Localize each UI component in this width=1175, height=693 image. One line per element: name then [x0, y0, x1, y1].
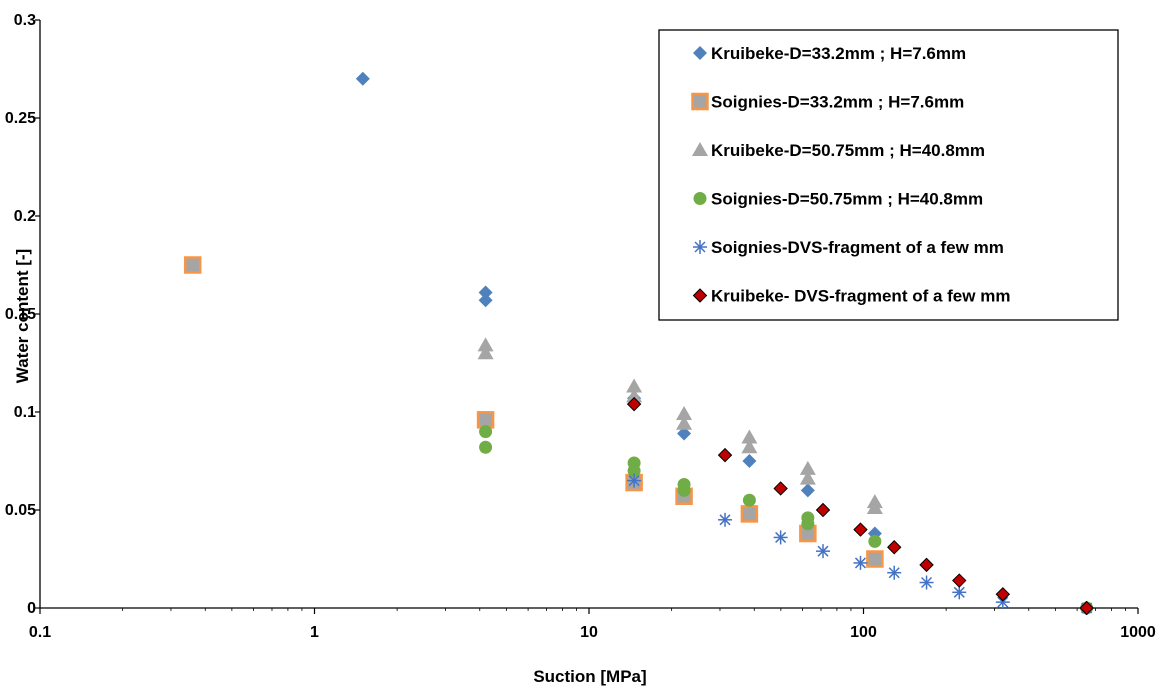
- y-tick-label: 0.05: [5, 502, 36, 519]
- legend-marker: [691, 92, 709, 111]
- data-point: [773, 481, 788, 496]
- data-point: [866, 550, 884, 568]
- data-point: [740, 505, 759, 523]
- data-point: [773, 530, 788, 545]
- data-point: [815, 502, 831, 518]
- data-point: [677, 483, 691, 497]
- legend-entry: Soignies-D=33.2mm ; H=7.6mm: [691, 92, 964, 112]
- y-tick-label: 0.15: [5, 306, 36, 323]
- data-point: [887, 540, 902, 555]
- axes: 0.1 1 10 100 1000 0 0.05 0.1 0.15 0.2 0.25 0.3: [5, 12, 1156, 641]
- legend-entry: Kruibeke-D=50.75mm ; H=40.8mm: [692, 141, 985, 160]
- data-point: [741, 429, 758, 444]
- data-point: [476, 411, 495, 429]
- legend-entry: Soignies-DVS-fragment of a few mm: [693, 238, 1004, 257]
- y-tick-label: 0: [27, 600, 36, 617]
- series-5: [627, 473, 1094, 615]
- data-point: [868, 534, 882, 548]
- legend-entry: Soignies-D=50.75mm ; H=40.8mm: [693, 190, 983, 209]
- legend-entry: Kruibeke- DVS-fragment of a few mm: [692, 287, 1010, 306]
- legend-label: Soignies-DVS-fragment of a few mm: [711, 238, 1004, 257]
- data-point: [853, 555, 868, 570]
- data-point: [799, 470, 816, 485]
- data-point: [741, 439, 758, 454]
- data-marks: [183, 71, 1094, 616]
- data-point: [866, 500, 883, 515]
- data-point: [626, 378, 643, 393]
- y-tick-label: 0.25: [5, 110, 36, 127]
- data-point: [816, 544, 831, 559]
- data-point: [952, 573, 967, 588]
- legend-marker: [692, 142, 708, 156]
- x-axis-title: Suction [MPa]: [533, 667, 646, 686]
- legend-label: Kruibeke-D=33.2mm ; H=7.6mm: [711, 44, 966, 63]
- legend-marker: [692, 288, 708, 303]
- data-point: [479, 425, 493, 439]
- data-point: [887, 565, 902, 580]
- legend-label: Soignies-D=33.2mm ; H=7.6mm: [711, 93, 964, 112]
- data-point: [355, 71, 370, 86]
- data-point: [478, 293, 493, 308]
- y-tick-label: 0.3: [14, 12, 36, 29]
- series-3: [477, 337, 883, 515]
- data-point: [799, 460, 816, 475]
- data-point: [801, 517, 815, 531]
- data-point: [717, 447, 733, 463]
- data-point: [183, 256, 202, 274]
- data-point: [742, 493, 756, 507]
- y-tick-label: 0.2: [14, 208, 36, 225]
- legend-marker: [693, 240, 707, 254]
- data-point: [919, 557, 934, 573]
- data-point: [853, 522, 868, 537]
- data-point: [626, 388, 643, 403]
- data-point: [477, 345, 494, 360]
- data-point: [919, 575, 934, 590]
- data-point: [1079, 600, 1094, 616]
- x-tick-label: 1: [310, 624, 319, 641]
- data-point: [478, 285, 493, 300]
- legend-marker: [693, 46, 707, 60]
- data-point: [800, 483, 815, 498]
- x-tick-label: 100: [850, 624, 877, 641]
- legend-marker: [693, 192, 707, 205]
- data-point: [479, 440, 493, 454]
- legend-entry: Kruibeke-D=33.2mm ; H=7.6mm: [693, 44, 966, 63]
- data-point: [677, 426, 692, 441]
- series-6: [626, 396, 1094, 616]
- x-tick-label: 1000: [1120, 624, 1156, 641]
- data-point: [995, 587, 1011, 602]
- x-tick-label: 10: [580, 624, 598, 641]
- data-point: [742, 454, 757, 468]
- data-point: [626, 396, 642, 412]
- data-point: [627, 473, 642, 488]
- x-tick-label: 0.1: [29, 624, 51, 641]
- y-axis-title: Water content [-]: [13, 249, 32, 383]
- data-point: [676, 415, 693, 430]
- legend-label: Kruibeke- DVS-fragment of a few mm: [711, 287, 1010, 306]
- data-point: [718, 512, 733, 527]
- legend-label: Soignies-D=50.75mm ; H=40.8mm: [711, 190, 983, 209]
- data-point: [676, 405, 693, 420]
- data-point: [477, 337, 494, 352]
- data-point: [627, 464, 641, 478]
- legend-box: [658, 29, 1119, 321]
- y-tick-label: 0.1: [14, 404, 36, 421]
- legend-label: Kruibeke-D=50.75mm ; H=40.8mm: [711, 141, 985, 160]
- legend: Kruibeke-D=33.2mm ; H=7.6mm Soignies-D=33…: [658, 29, 1119, 321]
- series-4: [479, 425, 1094, 615]
